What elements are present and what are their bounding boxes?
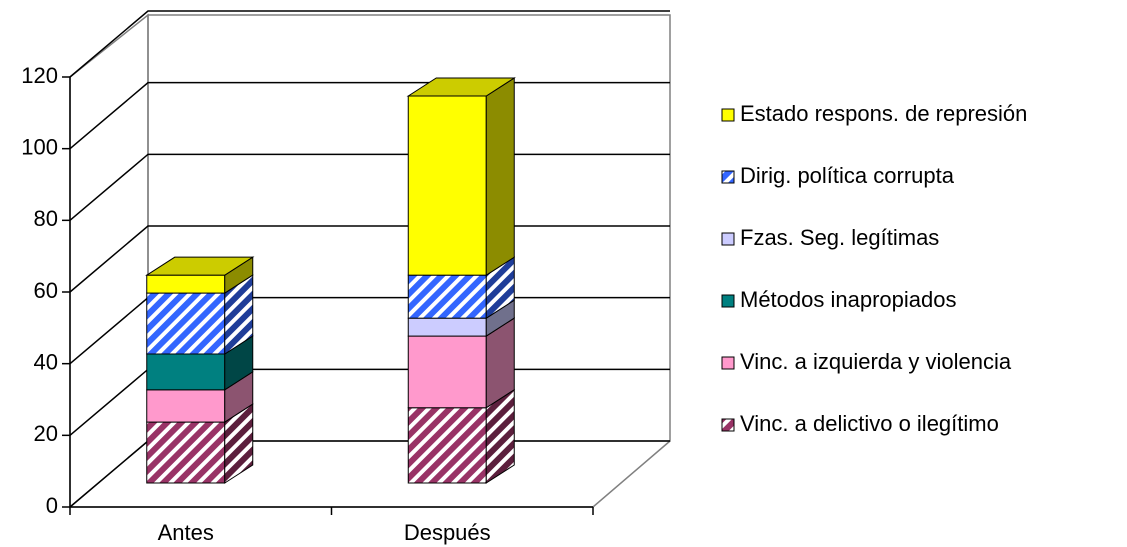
bar-front — [407, 274, 487, 319]
bar-side — [485, 77, 515, 277]
legend-label: Estado respons. de represión — [740, 101, 1027, 126]
bar-front — [146, 274, 226, 294]
y-tick-label: 80 — [34, 206, 58, 231]
bar-front — [407, 335, 487, 409]
legend-swatch — [721, 418, 735, 432]
bar-segment — [146, 370, 254, 423]
bar-front — [407, 407, 487, 484]
legend-label: Fzas. Seg. legítimas — [740, 225, 939, 250]
legend-swatch — [721, 232, 735, 246]
legend-label: Métodos inapropiados — [740, 287, 956, 312]
legend-swatch — [721, 170, 735, 184]
y-tick-label: 40 — [34, 349, 58, 374]
legend-label: Dirig. política corrupta — [740, 163, 955, 188]
bar-segment — [407, 299, 515, 337]
y-tick-label: 120 — [21, 63, 58, 88]
bar-segment — [146, 403, 254, 484]
bar-front — [146, 421, 226, 484]
y-tick-label: 60 — [34, 278, 58, 303]
bar-segment — [407, 256, 515, 320]
bar-front — [407, 95, 487, 276]
y-tick-label: 20 — [34, 421, 58, 446]
bar-top — [145, 256, 255, 276]
bar-segment — [407, 388, 515, 484]
legend-label: Vinc. a izquierda y violencia — [740, 349, 1012, 374]
legend-swatch — [721, 294, 735, 308]
grid-line — [69, 10, 670, 78]
y-tick-label: 0 — [46, 493, 58, 518]
legend-label: Vinc. a delictivo o ilegítimo — [740, 411, 999, 436]
legend-swatch — [721, 356, 735, 370]
bar-top — [406, 77, 516, 97]
x-tick-label: Antes — [158, 520, 214, 545]
bar-front — [146, 292, 226, 355]
bar-segment — [145, 256, 255, 294]
bar-front — [146, 353, 226, 391]
bar-segment — [406, 77, 516, 277]
x-tick-label: Después — [404, 520, 491, 545]
bar-segment — [407, 317, 515, 409]
legend-swatch — [721, 108, 735, 122]
y-tick-label: 100 — [21, 134, 58, 159]
bar-segment — [146, 274, 254, 355]
bar-front — [407, 317, 487, 337]
bar-front — [146, 389, 226, 423]
